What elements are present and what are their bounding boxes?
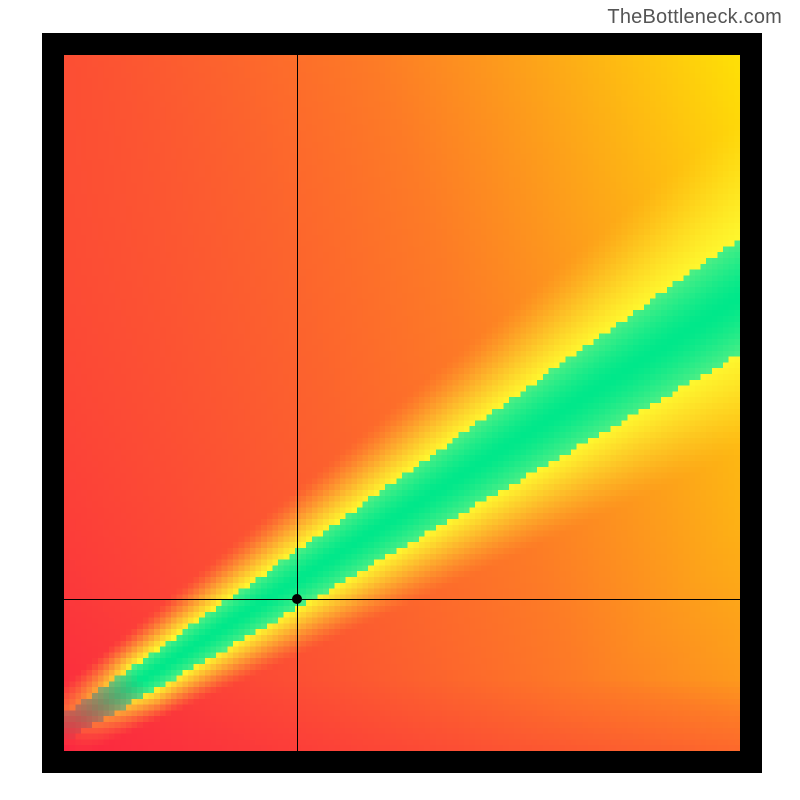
heatmap-plot-area [64,55,740,751]
crosshair-vertical-line [297,55,298,751]
root-container: TheBottleneck.com [0,0,800,800]
watermark-text: TheBottleneck.com [607,6,782,29]
crosshair-horizontal-line [64,599,740,600]
heatmap-canvas [64,55,740,751]
